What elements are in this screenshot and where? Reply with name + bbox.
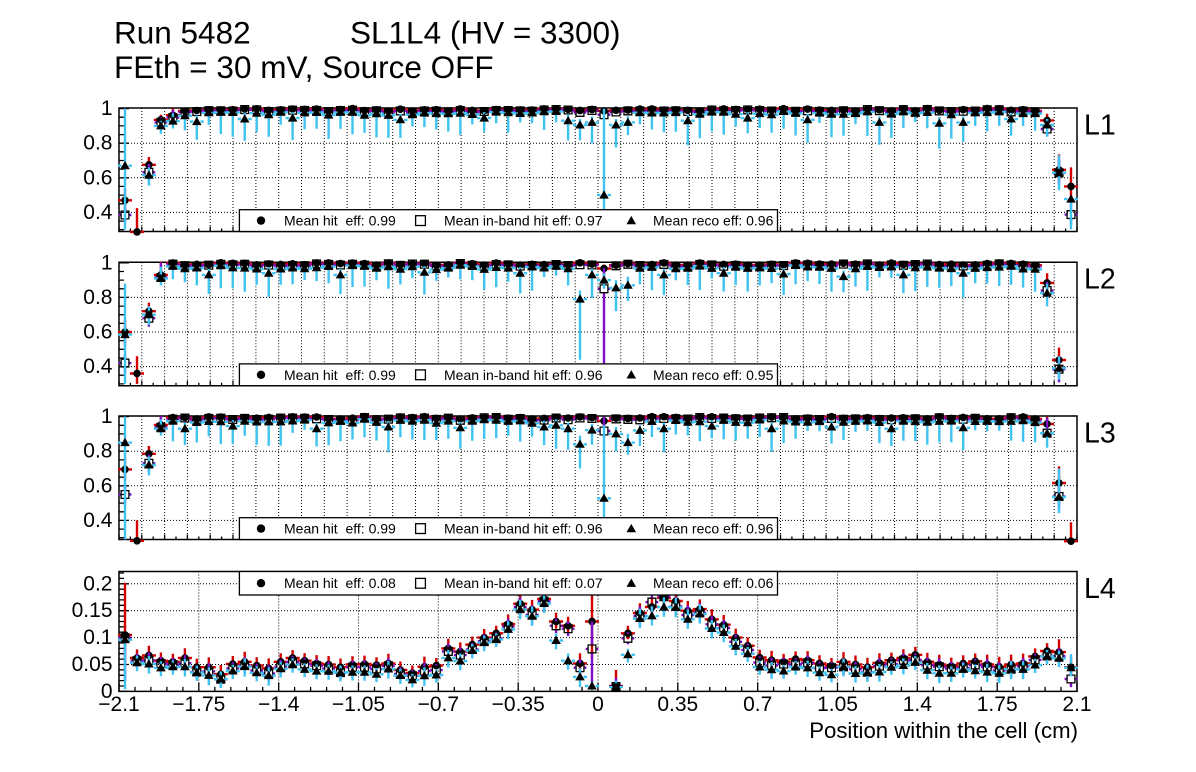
svg-text:Mean reco eff: 0.96: Mean reco eff: 0.96 (653, 521, 774, 537)
svg-text:L1: L1 (1084, 110, 1116, 142)
svg-text:Mean hit eff: 0.08: Mean hit eff: 0.08 (284, 575, 396, 591)
svg-text:−2.1: −2.1 (98, 693, 139, 716)
svg-text:Mean in-band hit eff: 0.07: Mean in-band hit eff: 0.07 (444, 575, 603, 591)
svg-text:0.6: 0.6 (83, 321, 112, 344)
svg-text:1: 1 (101, 405, 113, 428)
svg-text:FEth = 30 mV, Source OFF: FEth = 30 mV, Source OFF (114, 49, 494, 85)
svg-text:−1.4: −1.4 (258, 693, 300, 716)
svg-text:0.05: 0.05 (72, 653, 113, 676)
svg-text:L4: L4 (1084, 573, 1116, 605)
svg-text:−1.05: −1.05 (332, 693, 385, 716)
svg-text:−0.35: −0.35 (492, 693, 545, 716)
svg-text:0.2: 0.2 (83, 572, 112, 595)
svg-text:−1.75: −1.75 (172, 693, 225, 716)
svg-text:0: 0 (592, 693, 604, 716)
svg-text:1.4: 1.4 (903, 693, 933, 716)
svg-text:SL1L4 (HV = 3300): SL1L4 (HV = 3300) (350, 15, 621, 51)
svg-text:0.4: 0.4 (83, 355, 113, 378)
svg-text:0.1: 0.1 (83, 626, 112, 649)
svg-text:Mean in-band hit eff: 0.97: Mean in-band hit eff: 0.97 (444, 213, 603, 229)
svg-text:Mean reco eff: 0.96: Mean reco eff: 0.96 (653, 213, 774, 229)
svg-text:0.6: 0.6 (83, 474, 112, 497)
svg-text:1: 1 (101, 251, 113, 274)
svg-text:Mean hit eff: 0.99: Mean hit eff: 0.99 (284, 367, 396, 383)
svg-text:0.4: 0.4 (83, 201, 113, 224)
svg-text:L3: L3 (1084, 418, 1116, 450)
svg-text:0.35: 0.35 (657, 693, 698, 716)
svg-text:1: 1 (101, 97, 113, 120)
svg-text:0.8: 0.8 (83, 132, 112, 155)
svg-text:Mean reco eff: 0.06: Mean reco eff: 0.06 (653, 575, 774, 591)
svg-text:0: 0 (101, 680, 113, 703)
svg-text:Mean hit eff: 0.99: Mean hit eff: 0.99 (284, 213, 396, 229)
svg-text:0.8: 0.8 (83, 286, 112, 309)
svg-text:0.15: 0.15 (72, 599, 113, 622)
svg-text:Run 5482: Run 5482 (114, 15, 251, 51)
svg-text:0.8: 0.8 (83, 440, 112, 463)
svg-text:Mean in-band hit eff: 0.96: Mean in-band hit eff: 0.96 (444, 521, 603, 537)
svg-text:1.05: 1.05 (817, 693, 858, 716)
svg-text:Mean hit eff: 0.99: Mean hit eff: 0.99 (284, 521, 396, 537)
svg-text:0.6: 0.6 (83, 166, 112, 189)
svg-text:2.1: 2.1 (1062, 693, 1091, 716)
svg-text:1.75: 1.75 (977, 693, 1018, 716)
svg-text:0.7: 0.7 (743, 693, 772, 716)
svg-text:Mean reco eff: 0.95: Mean reco eff: 0.95 (653, 367, 774, 383)
svg-text:Mean in-band hit eff: 0.96: Mean in-band hit eff: 0.96 (444, 367, 603, 383)
svg-text:−0.7: −0.7 (418, 693, 459, 716)
svg-text:Position within the cell (cm): Position within the cell (cm) (809, 718, 1078, 743)
svg-text:0.4: 0.4 (83, 509, 113, 532)
svg-text:L2: L2 (1084, 264, 1116, 296)
